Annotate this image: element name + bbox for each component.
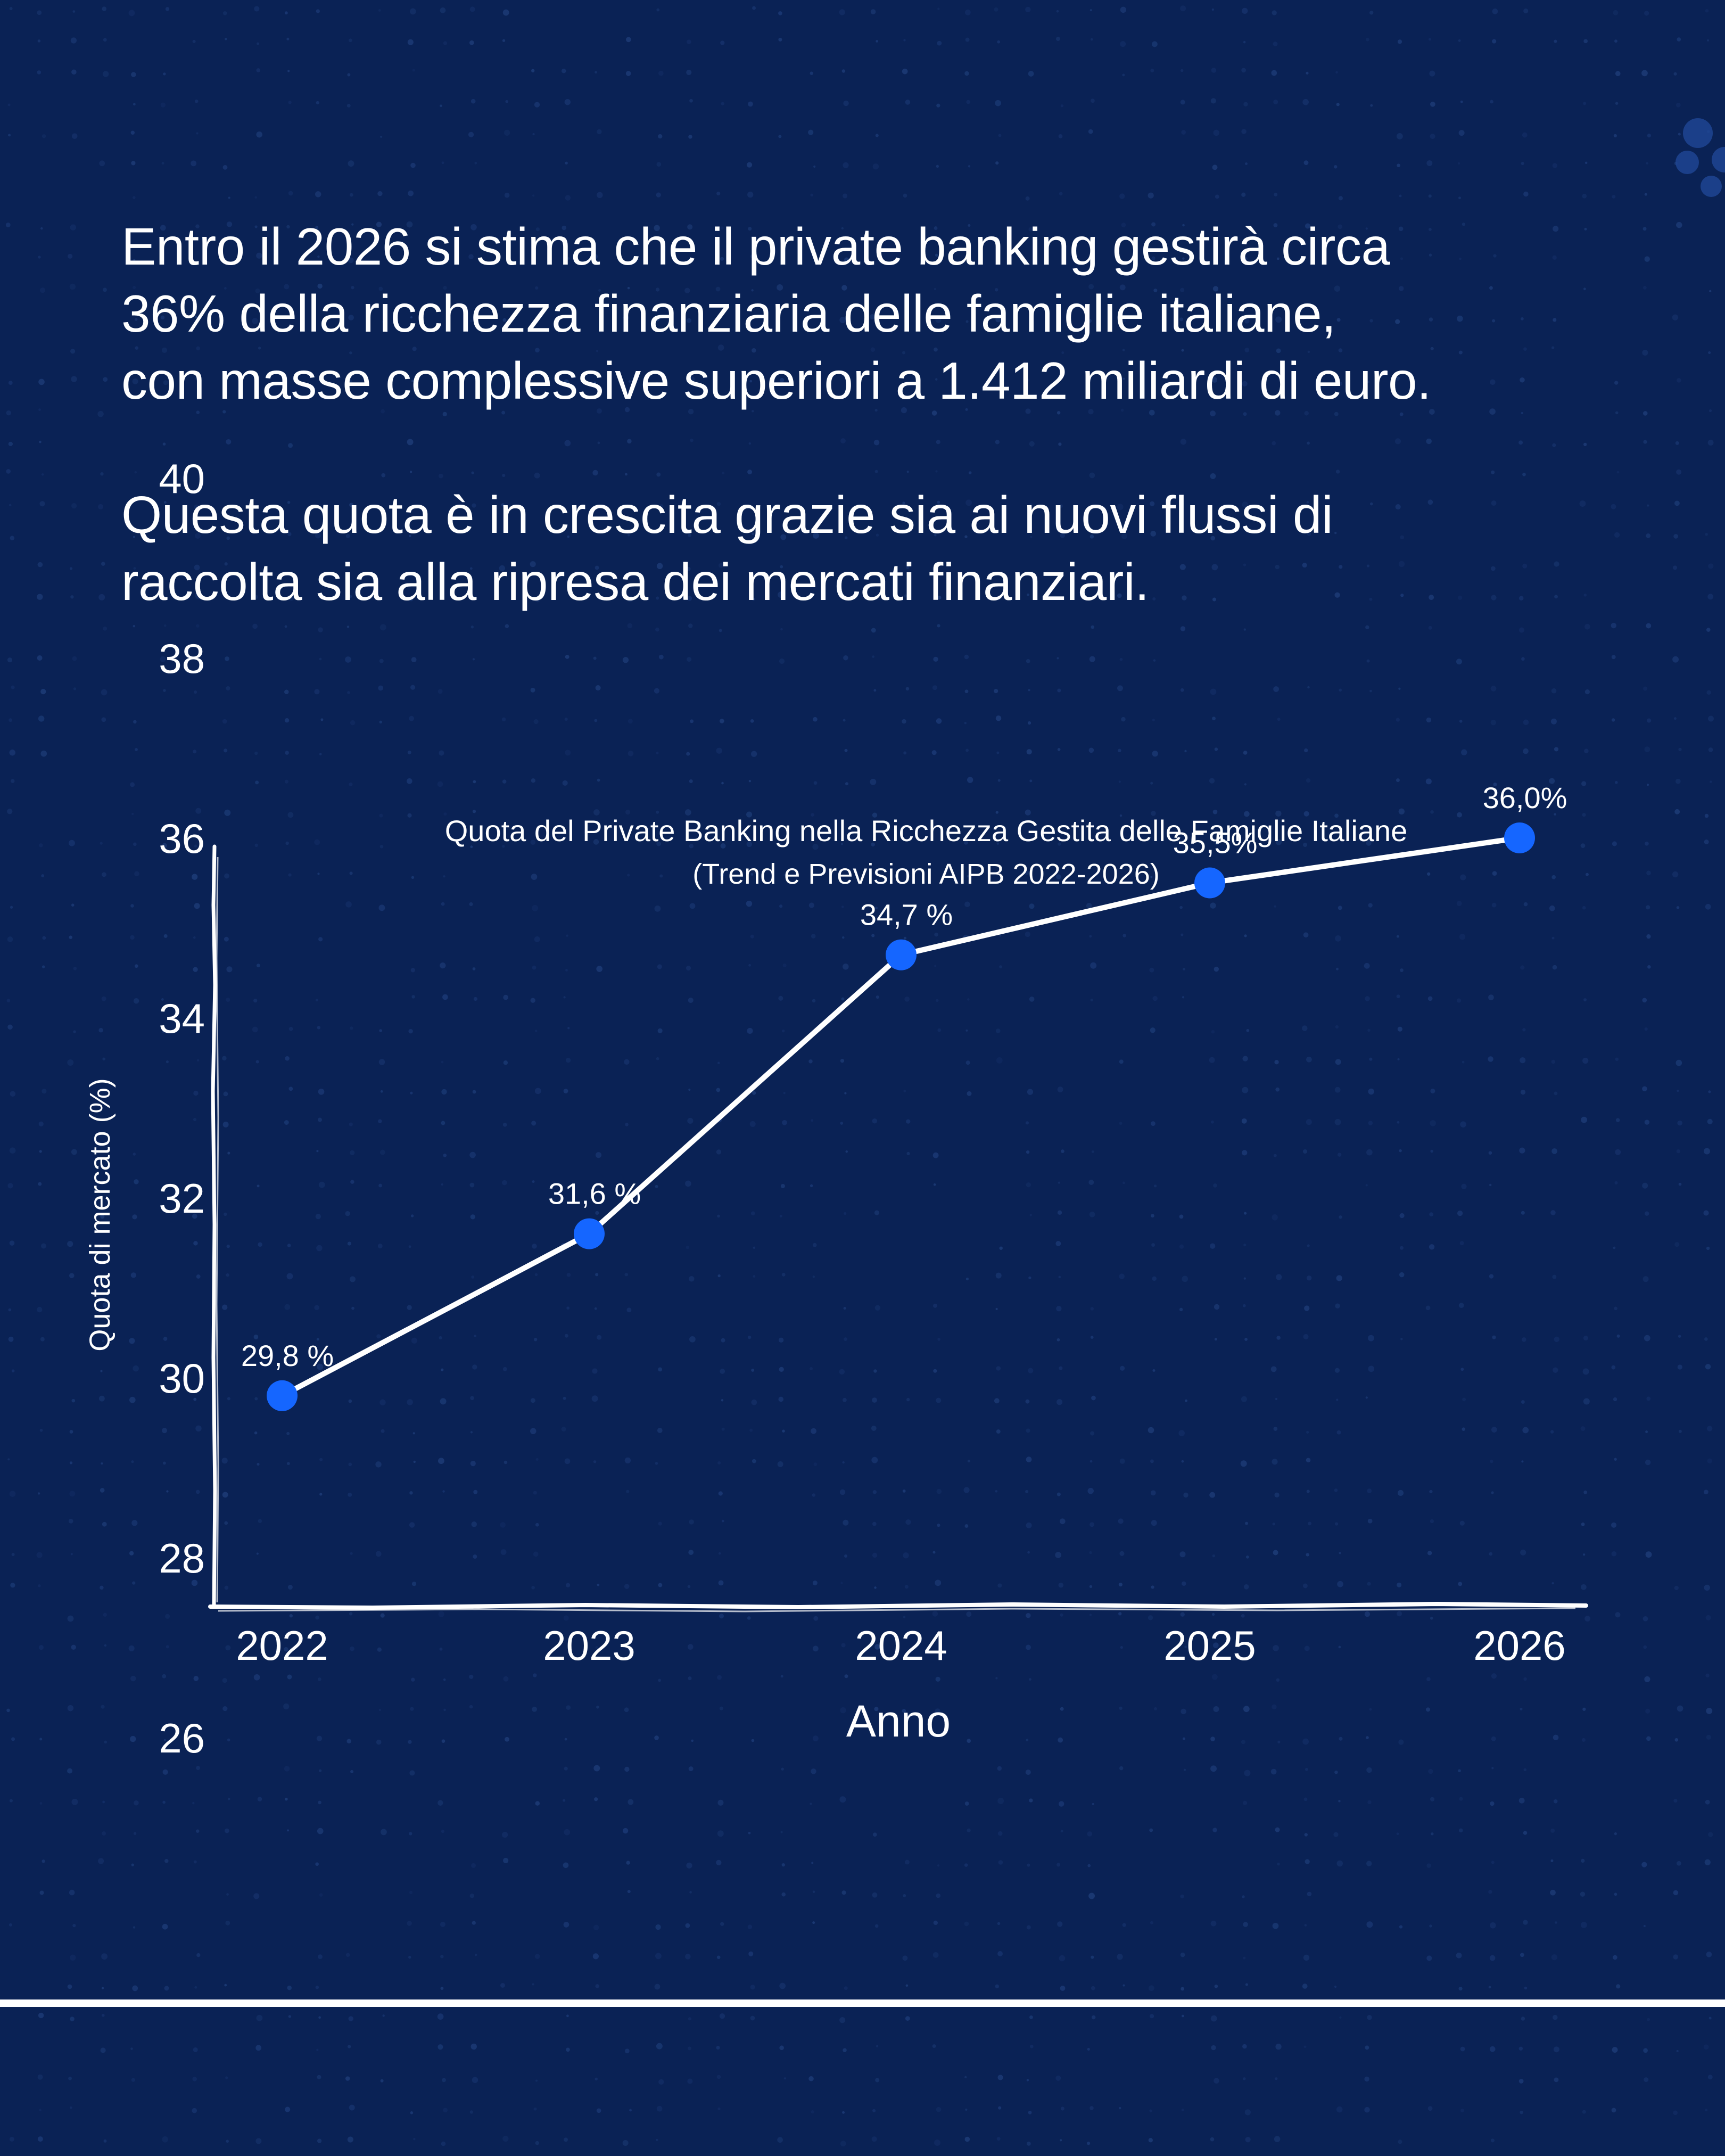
intro-paragraph-2: Questa quota è in crescita grazie sia ai… (121, 481, 1665, 615)
data-point (574, 1218, 605, 1249)
chart-title: Quota del Private Banking nella Ricchezz… (445, 814, 1408, 847)
data-label: 34,7 % (860, 898, 953, 932)
line-chart: Quota del Private Banking nella Ricchezz… (84, 455, 1588, 1762)
x-axis-label: Anno (846, 1696, 951, 1746)
intro-line: Entro il 2026 si stima che il private ba… (121, 217, 1390, 276)
y-tick-label: 36 (159, 815, 205, 862)
data-label: 36,0% (1483, 781, 1567, 814)
intro-line: 36% della ricchezza finanziaria delle fa… (121, 284, 1336, 343)
x-tick-label: 2026 (1473, 1622, 1566, 1669)
x-tick-label: 2023 (543, 1622, 635, 1669)
data-label: 29,8 % (241, 1339, 334, 1372)
data-point (1194, 867, 1225, 899)
y-axis-line-sketch (216, 857, 219, 1603)
y-tick-label: 26 (159, 1715, 205, 1762)
intro-line: Questa quota è in crescita grazie sia ai… (121, 485, 1333, 544)
x-axis-line (208, 1601, 1588, 1610)
intro-paragraph-1: Entro il 2026 si stima che il private ba… (121, 213, 1665, 414)
intro-line: con masse complessive superiori a 1.412 … (121, 351, 1431, 410)
data-point (267, 1380, 298, 1411)
x-tick-label: 2025 (1163, 1622, 1256, 1669)
y-tick-label: 30 (159, 1355, 205, 1402)
y-tick-label: 28 (159, 1535, 205, 1582)
data-point (1504, 822, 1535, 853)
y-tick-label: 34 (159, 995, 205, 1042)
y-tick-label: 32 (159, 1175, 205, 1222)
intro-text: Entro il 2026 si stima che il private ba… (121, 213, 1665, 615)
x-tick-label: 2022 (236, 1622, 328, 1669)
data-point (886, 939, 917, 970)
x-tick-label: 2024 (855, 1622, 947, 1669)
chart-subtitle: (Trend e Previsioni AIPB 2022-2026) (692, 858, 1159, 890)
y-axis-line (211, 844, 217, 1609)
y-tick-label: 40 (159, 455, 205, 502)
y-tick-label: 38 (159, 635, 205, 682)
data-label: 35,5% (1173, 826, 1258, 860)
data-label: 31,6 % (548, 1177, 641, 1211)
intro-line: raccolta sia alla ripresa dei mercati fi… (121, 553, 1149, 611)
y-axis-label: Quota di mercato (%) (84, 1078, 116, 1351)
x-axis-line-sketch (218, 1607, 1576, 1612)
footer-divider (0, 1999, 1725, 2007)
